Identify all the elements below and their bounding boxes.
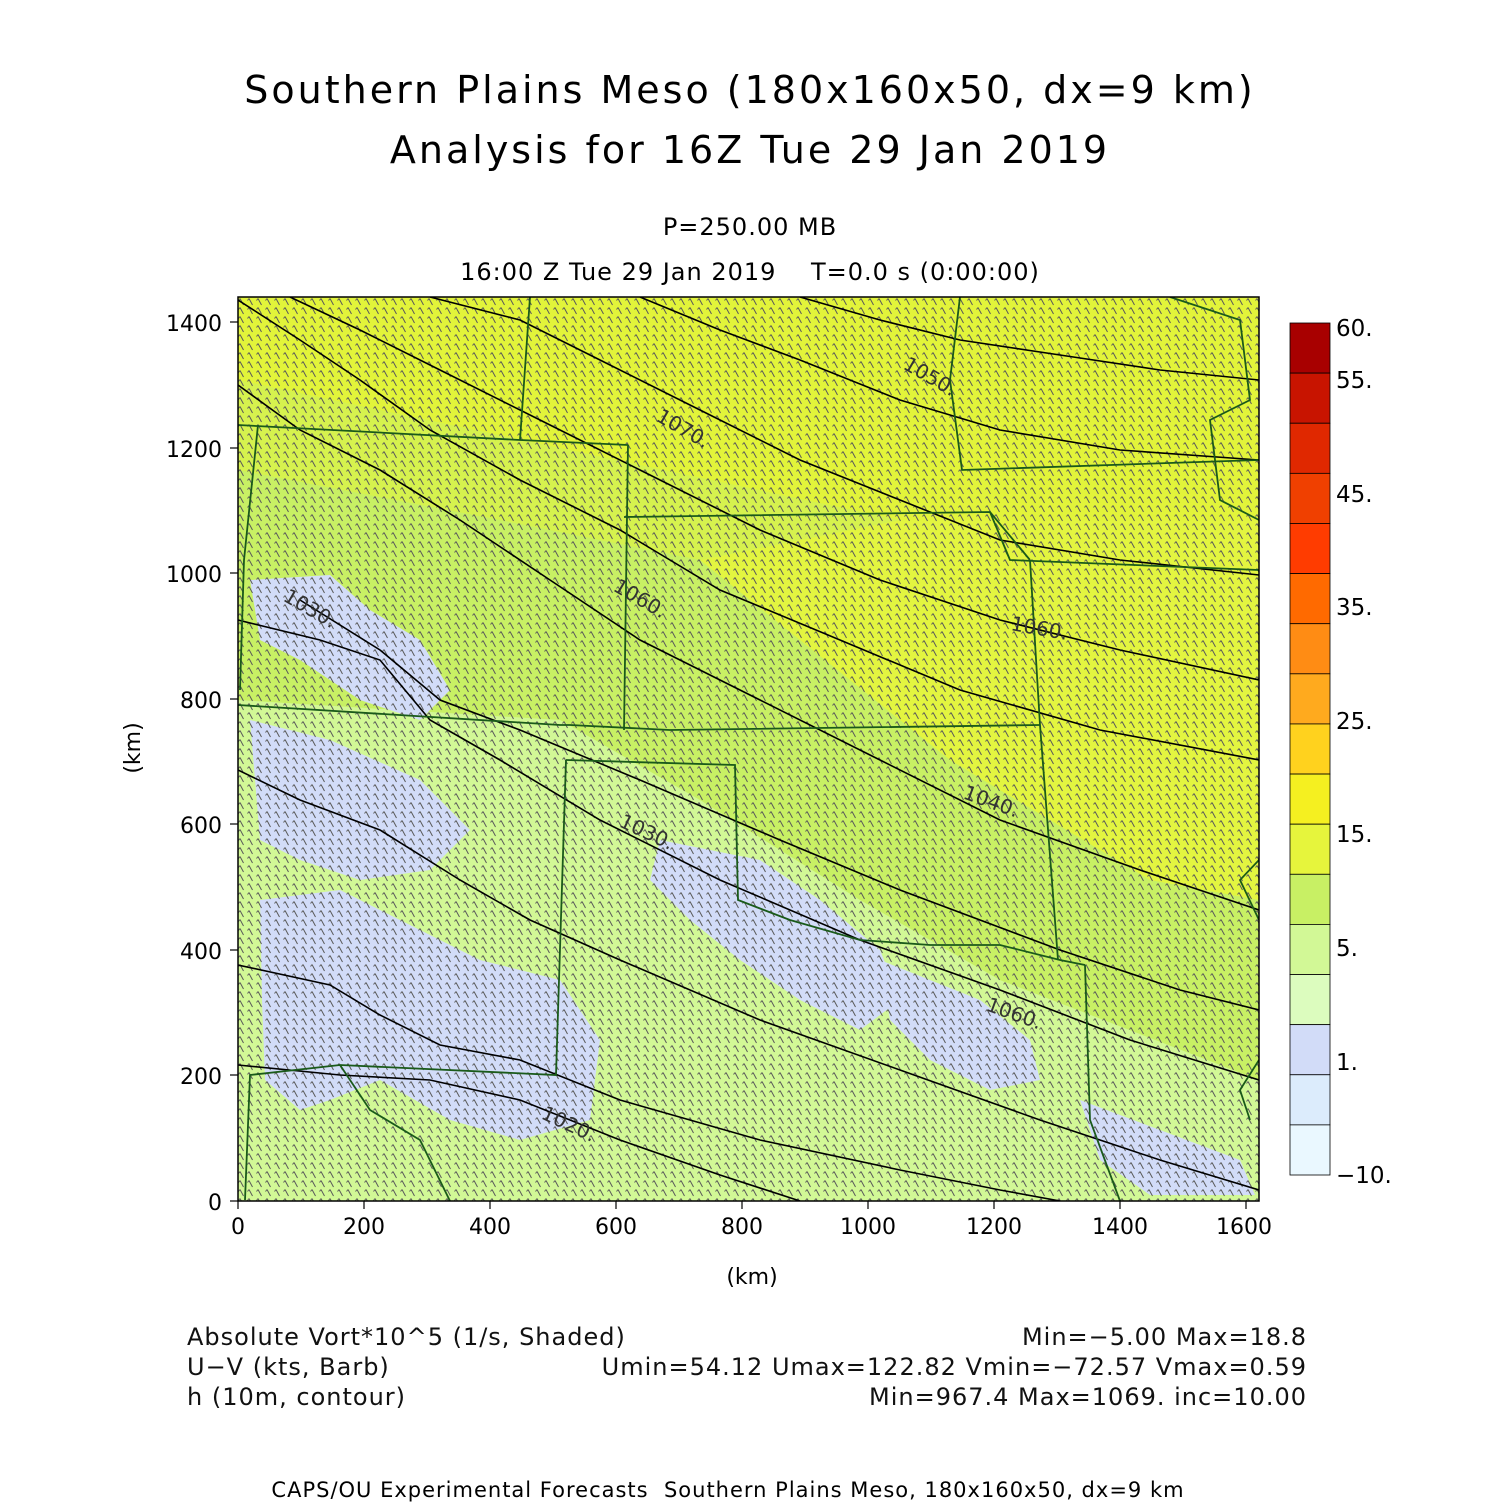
x-tick-label: 1000 [840,1215,896,1240]
colorbar-segment [1289,924,1331,975]
x-tick-label: 1400 [1092,1215,1148,1240]
colorbar-segment [1289,773,1331,825]
y-tick-label: 600 [180,814,222,839]
x-tick-label: 600 [595,1215,637,1240]
y-tick-label: 200 [180,1065,222,1090]
y-axis-label: (km) [121,722,146,773]
colorbar-segment [1289,573,1331,625]
valid-time: 16:00 Z Tue 29 Jan 2019 T=0.0 s (0:00:00… [460,258,1040,286]
y-ticks [230,321,238,1202]
field2-name: U−V (kts, Barb) [187,1353,390,1381]
y-tick-label: 1200 [166,438,222,463]
colorbar-segment [1289,372,1331,424]
field1-stats: Min=−5.00 Max=18.8 [1021,1323,1307,1351]
map-title-line2: Analysis for 16Z Tue 29 Jan 2019 [389,128,1111,172]
colorbar-segment [1289,523,1331,574]
colorbar-segment [1289,974,1331,1026]
x-tick-label: 1200 [966,1215,1022,1240]
colorbar-label: 25. [1336,709,1373,735]
colorbar-segment [1289,823,1331,875]
colorbar-segment [1289,422,1331,474]
field3-name: h (10m, contour) [187,1383,407,1411]
colorbar-label: 60. [1336,316,1373,342]
plot-frame [237,296,1260,1202]
x-tick-label: 800 [721,1215,763,1240]
height-contours [238,297,1259,1201]
colorbar [1289,322,1331,1176]
colorbar-segment [1289,1074,1331,1126]
colorbar-segment [1289,322,1331,374]
colorbar-segment [1289,623,1331,675]
colorbar-labels: 60. 55. 45. 35. 25. 15. 5. 1. −10. [1336,316,1392,1189]
x-tick-label: 1600 [1216,1215,1272,1240]
x-axis-label: (km) [726,1265,777,1290]
field3-stats: Min=967.4 Max=1069. inc=10.00 [869,1383,1307,1411]
state-boundaries [238,297,1259,1201]
colorbar-segment [1289,1024,1331,1076]
y-tick-label: 1400 [166,312,222,337]
vorticity-shading [238,297,1259,1201]
field1-name: Absolute Vort*10^5 (1/s, Shaded) [187,1323,626,1351]
x-tick-label: 400 [469,1215,511,1240]
y-tick-label: 400 [180,940,222,965]
colorbar-segment [1289,673,1331,725]
y-tick-label: 1000 [166,563,222,588]
y-tick-label: 0 [208,1191,222,1216]
footer-credit: CAPS/OU Experimental Forecasts Southern … [271,1478,1185,1502]
colorbar-label: 35. [1336,595,1373,621]
colorbar-label: 15. [1336,822,1373,848]
y-tick-label: 800 [180,689,222,714]
colorbar-segment [1289,873,1331,925]
colorbar-label: −10. [1336,1163,1392,1189]
field2-stats: Umin=54.12 Umax=122.82 Vmin=−72.57 Vmax=… [601,1353,1307,1381]
pressure-level: P=250.00 MB [662,213,838,241]
x-tick-label: 200 [343,1215,385,1240]
colorbar-label: 1. [1336,1050,1358,1076]
colorbar-segment [1289,1124,1331,1176]
colorbar-label: 5. [1336,936,1358,962]
colorbar-segment [1289,472,1331,524]
colorbar-segment [1289,723,1331,775]
colorbar-label: 45. [1336,482,1373,508]
y-tick-labels: 0 200 400 600 800 1000 1200 1400 [166,312,222,1216]
x-tick-labels: 0 200 400 600 800 1000 1200 1400 1600 [231,1215,1272,1240]
x-tick-label: 0 [231,1215,245,1240]
colorbar-label: 55. [1336,368,1373,394]
x-ticks [237,1201,1247,1209]
map-title-line1: Southern Plains Meso (180x160x50, dx=9 k… [244,68,1256,112]
